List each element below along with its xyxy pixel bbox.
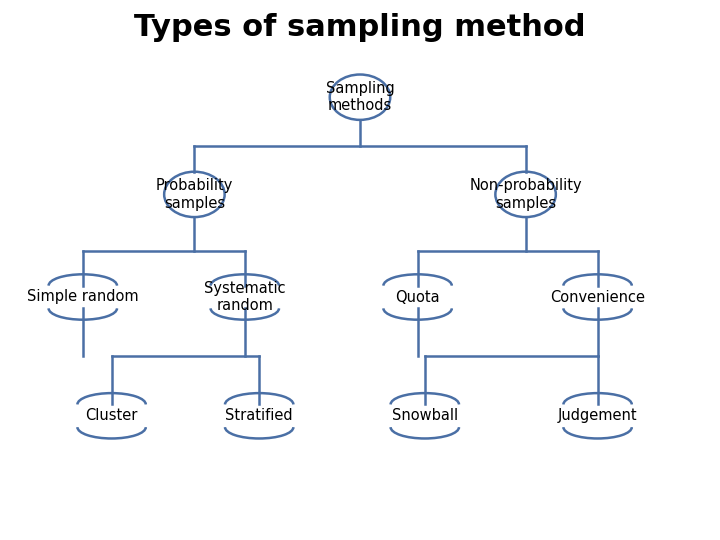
Text: Convenience: Convenience [550,289,645,305]
Text: Quota: Quota [395,289,440,305]
Text: Cluster: Cluster [86,408,138,423]
Text: Simple random: Simple random [27,289,139,305]
Text: Probability
samples: Probability samples [156,178,233,211]
Text: Stratified: Stratified [225,408,293,423]
Text: Sampling
methods: Sampling methods [325,81,395,113]
Text: Systematic
random: Systematic random [204,281,286,313]
Text: Non-probability
samples: Non-probability samples [469,178,582,211]
Text: Snowball: Snowball [392,408,458,423]
Text: Judgement: Judgement [558,408,637,423]
Text: Types of sampling method: Types of sampling method [134,14,586,43]
